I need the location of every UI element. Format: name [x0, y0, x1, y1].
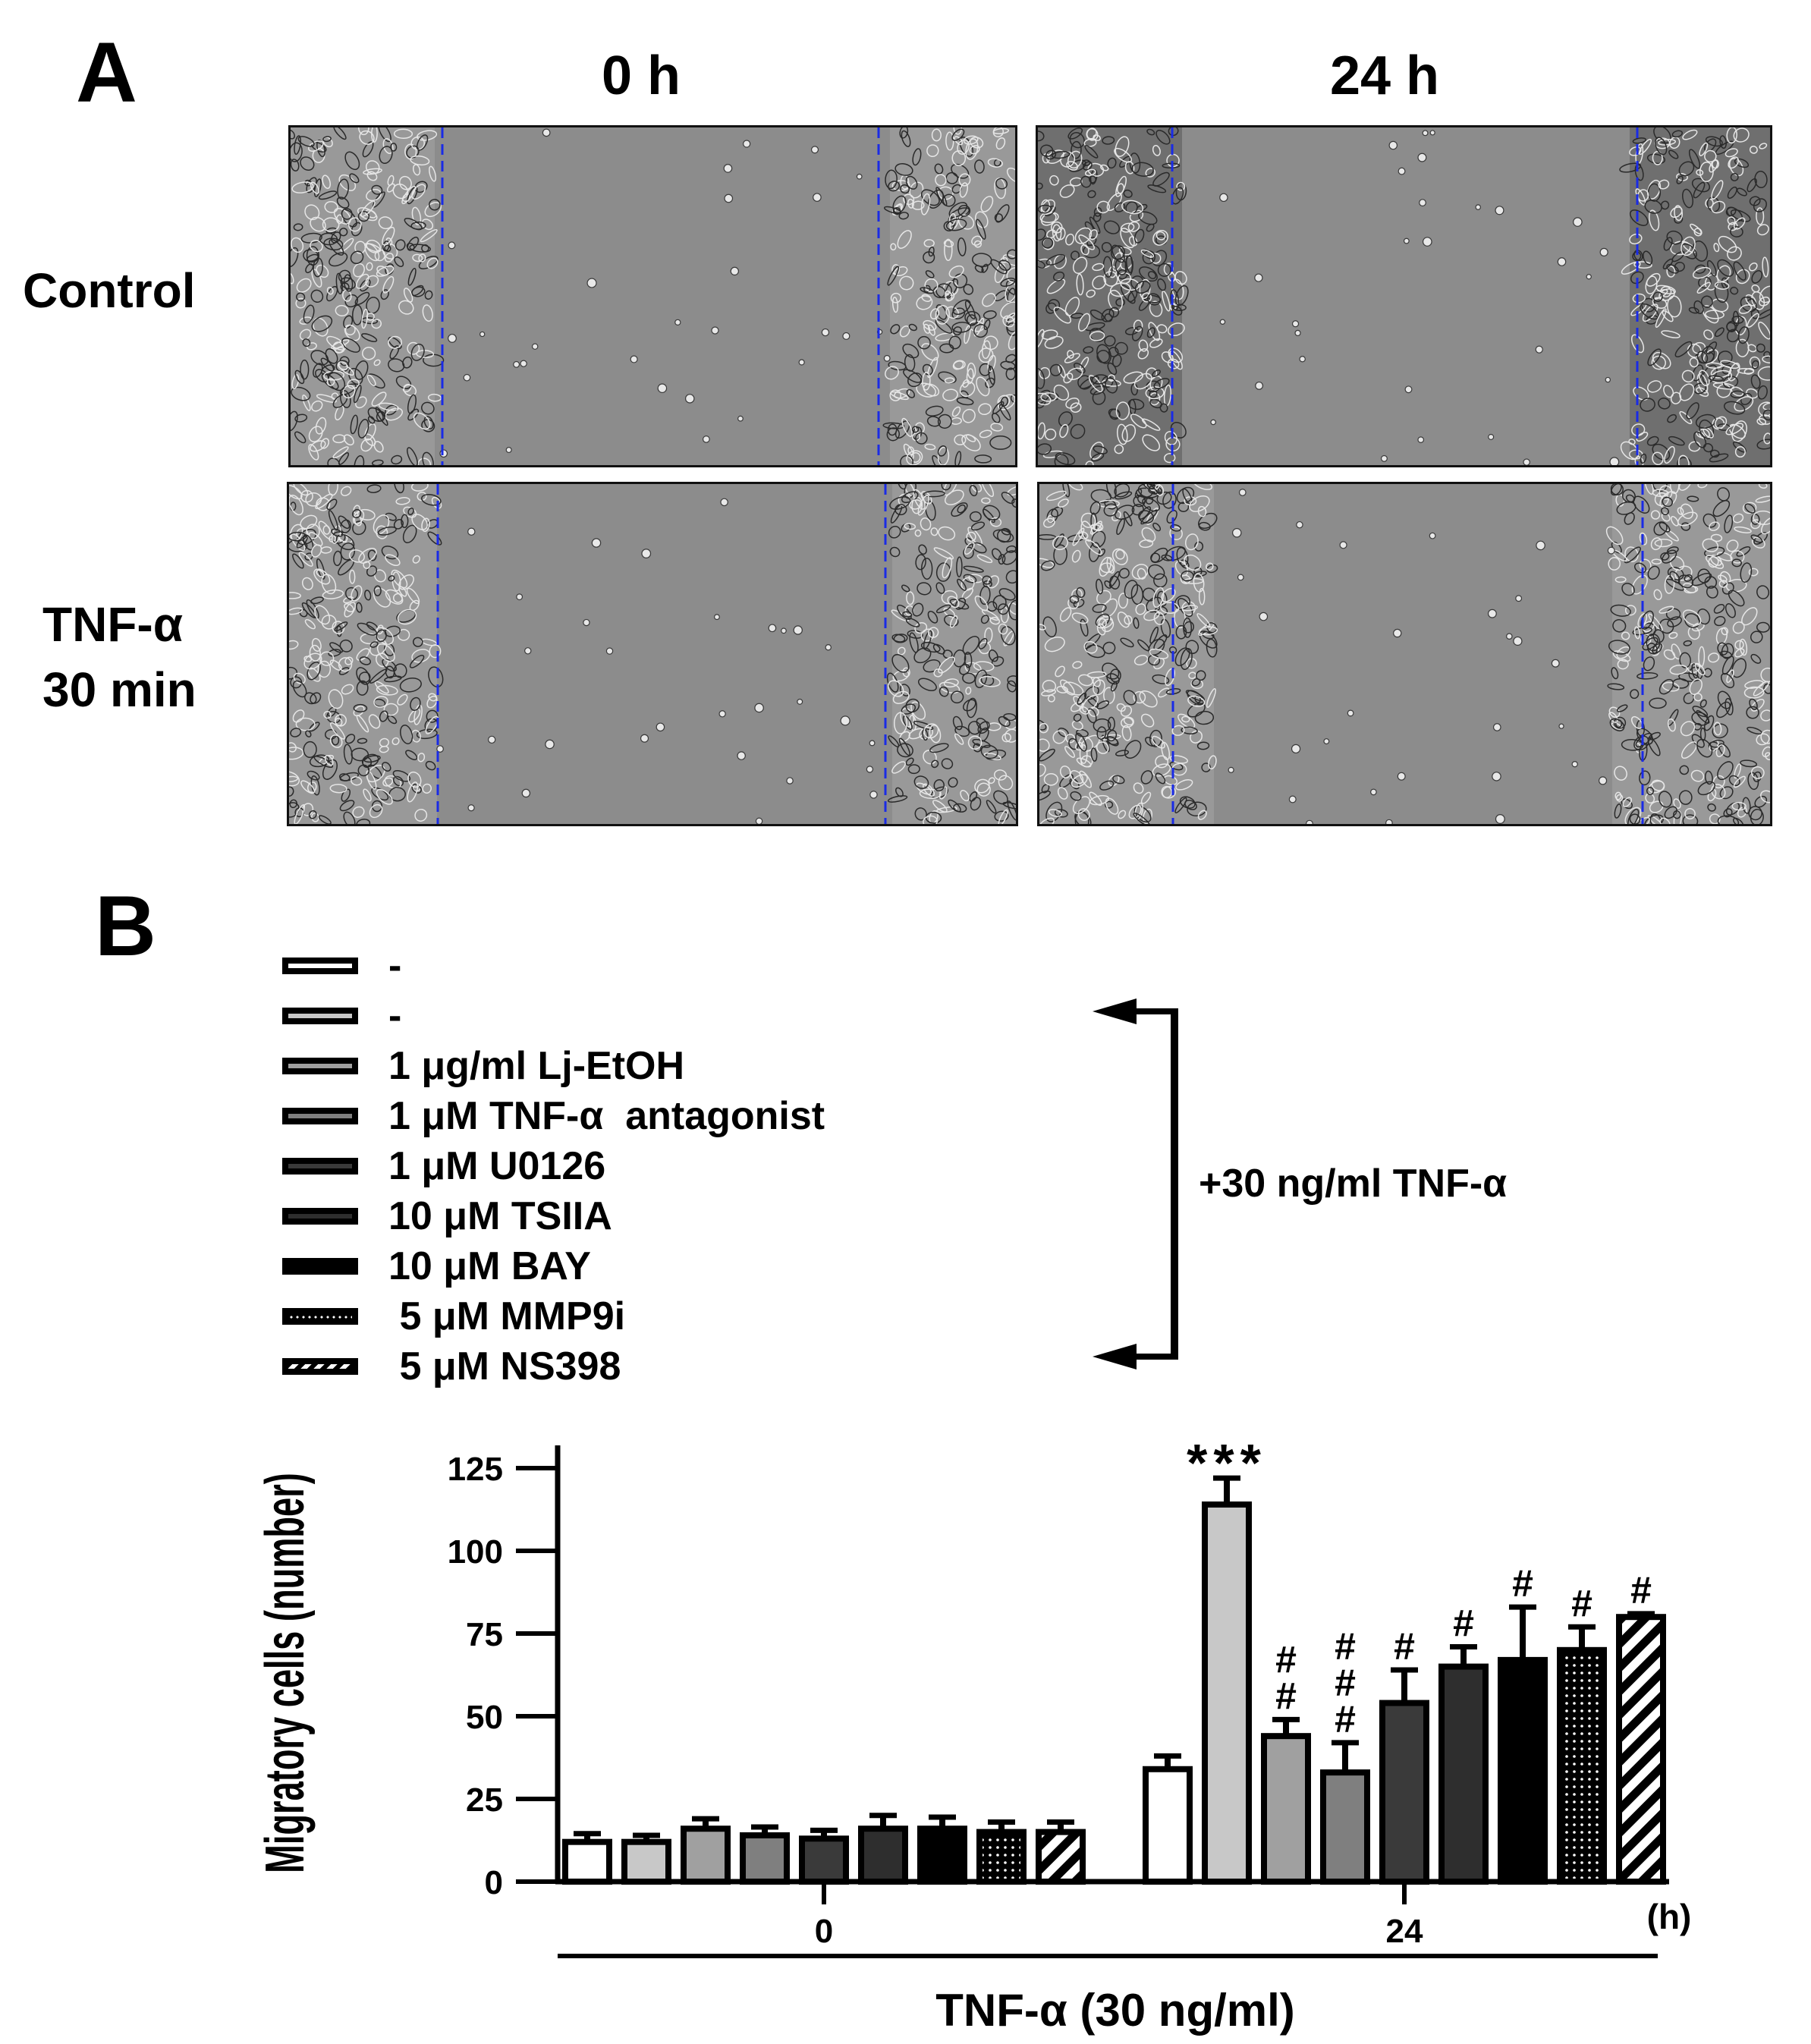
bar: [1616, 1614, 1666, 1885]
bar: [562, 1838, 612, 1885]
y-tick-label: 125: [448, 1451, 503, 1488]
legend-swatch: [282, 1158, 358, 1175]
legend: - - 1 μg/ml Lj-EtOH 1 μM TNF-α antagonist 1 …: [282, 941, 825, 1391]
bar: [1498, 1656, 1548, 1885]
legend-label: 5 μM MMP9i: [388, 1294, 626, 1338]
legend-item: 1 μM U0126: [282, 1141, 825, 1191]
y-tick-label: 100: [448, 1533, 503, 1571]
legend-label: -: [388, 944, 402, 988]
significance-marker: #: [1335, 1625, 1356, 1668]
bar: [976, 1829, 1027, 1885]
legend-label: -: [388, 994, 402, 1038]
bar: [1557, 1646, 1607, 1885]
legend-item: 1 μM TNF-α antagonist: [282, 1091, 825, 1141]
legend-swatch: [282, 1208, 358, 1225]
bar: [1202, 1501, 1252, 1885]
legend-swatch: [282, 1108, 358, 1124]
bar: [917, 1825, 967, 1885]
legend-swatch: [282, 1058, 358, 1074]
row-label-tnf-line1: TNF-α: [42, 597, 184, 652]
micrograph-texture: [289, 484, 1016, 824]
column-header-0h: 0 h: [601, 46, 681, 106]
panel-a-letter: A: [76, 25, 137, 120]
micrograph-texture: [1038, 127, 1770, 465]
micrograph-tnf-24h: [1037, 482, 1772, 826]
x-axis-unit: (h): [1647, 1897, 1692, 1936]
legend-label: 1 μg/ml Lj-EtOH: [388, 1044, 685, 1088]
bar: [799, 1835, 849, 1885]
legend-label: 1 μM U0126: [388, 1144, 606, 1188]
legend-item: 5 μM MMP9i: [282, 1291, 825, 1341]
x-tick-label: 24: [1386, 1913, 1423, 1950]
legend-label: 10 μM TSIIA: [388, 1194, 612, 1238]
y-axis-label: Migratory cells (number): [253, 1473, 316, 1873]
bar: [740, 1832, 790, 1885]
x-axis-label: TNF-α (30 ng/ml): [935, 1985, 1295, 2036]
bracket-label: +30 ng/ml TNF-α: [1199, 1162, 1508, 1206]
bar: [858, 1825, 908, 1885]
significance-marker: ***: [1187, 1433, 1267, 1492]
panel-b-letter: B: [95, 879, 156, 973]
row-label-control-line1: Control: [23, 263, 196, 318]
bar: [1320, 1769, 1370, 1885]
legend-label: 1 μM TNF-α antagonist: [388, 1094, 825, 1138]
row-label-tnf: TNF-α 30 min: [42, 592, 197, 723]
bar: [681, 1825, 731, 1885]
significance-marker: #: [1453, 1602, 1474, 1644]
treatment-bracket: [1093, 998, 1178, 1369]
legend-item: 1 μg/ml Lj-EtOH: [282, 1041, 825, 1091]
x-tick-label: 0: [815, 1913, 833, 1950]
legend-label: 10 μM BAY: [388, 1244, 591, 1288]
legend-swatch: [282, 1008, 358, 1024]
micrograph-control-0h: [288, 125, 1017, 467]
row-label-control: Control: [23, 258, 196, 323]
significance-marker: #: [1571, 1582, 1592, 1624]
legend-item: 10 μM BAY: [282, 1241, 825, 1291]
legend-label: 5 μM NS398: [388, 1344, 621, 1388]
significance-marker: #: [1335, 1662, 1356, 1704]
legend-swatch: [282, 1258, 358, 1275]
micrograph-control-24h: [1036, 125, 1772, 467]
column-header-24h: 24 h: [1329, 46, 1440, 106]
significance-marker: #: [1512, 1562, 1533, 1605]
micrograph-tnf-0h: [287, 482, 1018, 826]
legend-item: -: [282, 941, 825, 991]
y-tick-label: 50: [466, 1699, 503, 1736]
y-tick-label: 0: [485, 1864, 503, 1901]
significance-marker: #: [1275, 1638, 1297, 1681]
significance-marker: #: [1275, 1675, 1297, 1717]
significance-marker: #: [1630, 1569, 1652, 1612]
legend-swatch: [282, 1358, 358, 1375]
bar: [1261, 1733, 1311, 1885]
micrograph-texture: [1039, 484, 1770, 824]
bar: [1036, 1829, 1086, 1885]
significance-marker: #: [1335, 1698, 1356, 1741]
y-tick-label: 25: [466, 1781, 503, 1819]
legend-swatch: [282, 958, 358, 974]
legend-item: 5 μM NS398: [282, 1341, 825, 1391]
legend-item: -: [282, 991, 825, 1041]
bar: [621, 1838, 671, 1885]
bar: [1438, 1663, 1489, 1885]
bar: [1143, 1766, 1193, 1885]
y-tick-label: 75: [466, 1616, 503, 1653]
legend-item: 10 μM TSIIA: [282, 1191, 825, 1241]
legend-swatch: [282, 1308, 358, 1325]
row-label-tnf-line2: 30 min: [42, 662, 197, 718]
significance-marker: #: [1394, 1625, 1415, 1668]
bar: [1379, 1700, 1429, 1885]
micrograph-texture: [291, 127, 1015, 465]
